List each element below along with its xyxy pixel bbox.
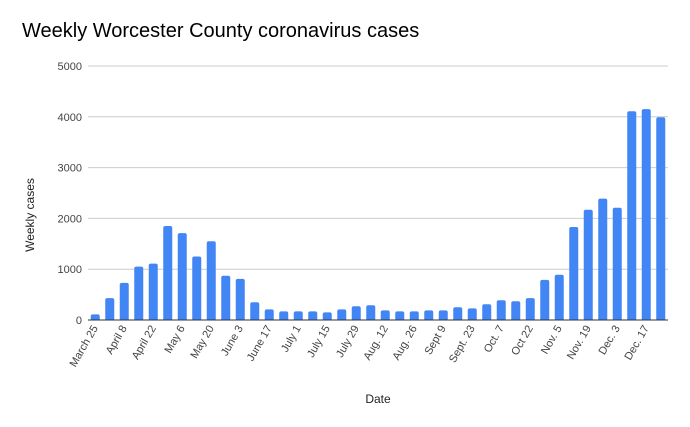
x-tick-label: March 25 <box>68 324 101 370</box>
x-tick-labels: March 25 April 8 April 22 May 6 May 20 June 3… <box>68 324 652 370</box>
chart-title: Weekly Worcester County coronavirus case… <box>22 20 420 42</box>
x-tick-label: June 3 <box>219 324 246 359</box>
bar <box>235 278 245 320</box>
y-tick-label: 4000 <box>58 112 82 124</box>
x-tick-label: Nov. 19 <box>565 324 594 362</box>
bar <box>337 309 347 320</box>
bar <box>221 275 231 320</box>
y-tick-label: 3000 <box>58 163 82 175</box>
bar <box>540 279 550 320</box>
x-tick-label: Dec. 3 <box>597 324 623 358</box>
y-tick-label: 5000 <box>58 61 82 73</box>
bars <box>90 109 666 321</box>
bar <box>148 263 158 320</box>
bar <box>322 312 332 320</box>
x-tick-label: Sept. 23 <box>447 324 478 365</box>
x-tick-label: Aug. 12 <box>361 324 390 363</box>
bar <box>438 310 448 320</box>
x-tick-label: Oct. 7 <box>482 324 507 355</box>
bar <box>496 300 506 320</box>
x-tick-label: July 29 <box>334 324 362 360</box>
bar <box>409 311 419 320</box>
bar <box>467 308 477 320</box>
y-tick-label: 1000 <box>58 264 82 276</box>
bar <box>380 310 390 320</box>
x-tick-label: May 6 <box>162 324 187 356</box>
bar <box>308 311 318 320</box>
bar <box>583 209 593 320</box>
bar <box>119 282 129 320</box>
x-tick-label: June 17 <box>245 324 275 364</box>
x-tick-label: Nov. 5 <box>539 324 565 357</box>
x-tick-label: April 8 <box>104 324 130 357</box>
x-tick-label: July 1 <box>279 324 304 355</box>
y-axis-label: Weekly cases <box>23 178 37 252</box>
y-tick-labels: 0 1000 2000 3000 4000 5000 <box>58 61 82 327</box>
bar <box>134 266 144 320</box>
x-axis-label: Date <box>365 392 391 406</box>
bar <box>395 311 405 320</box>
bar <box>279 311 289 320</box>
bar <box>453 307 463 320</box>
bar <box>656 117 666 320</box>
bar <box>627 111 637 320</box>
bar <box>351 306 361 320</box>
bar <box>293 311 303 320</box>
bar <box>511 301 521 320</box>
x-tick-label: Sept 9 <box>423 324 449 358</box>
x-tick-label: Oct 22 <box>509 324 536 358</box>
bar <box>250 302 260 320</box>
y-tick-label: 2000 <box>58 213 82 225</box>
bar <box>598 198 608 320</box>
bar <box>569 227 579 320</box>
bar <box>612 207 622 320</box>
bar <box>366 305 376 320</box>
x-tick-label: May 20 <box>188 324 216 361</box>
bar <box>554 274 564 320</box>
bar <box>525 298 535 320</box>
x-tick-label: Aug. 26 <box>390 324 419 363</box>
x-tick-label: July 15 <box>305 324 333 360</box>
bar <box>482 304 492 320</box>
bar <box>163 226 173 320</box>
y-tick-label: 0 <box>76 315 82 327</box>
bar <box>105 298 115 320</box>
bar <box>264 309 274 320</box>
bar <box>641 109 651 321</box>
gridlines <box>88 65 668 270</box>
x-tick-label: April 22 <box>130 324 159 362</box>
bar <box>177 233 187 320</box>
bar <box>90 314 100 320</box>
bar <box>424 310 434 320</box>
bar <box>206 241 216 320</box>
bar <box>192 256 202 320</box>
x-tick-label: Dec. 17 <box>622 324 651 363</box>
